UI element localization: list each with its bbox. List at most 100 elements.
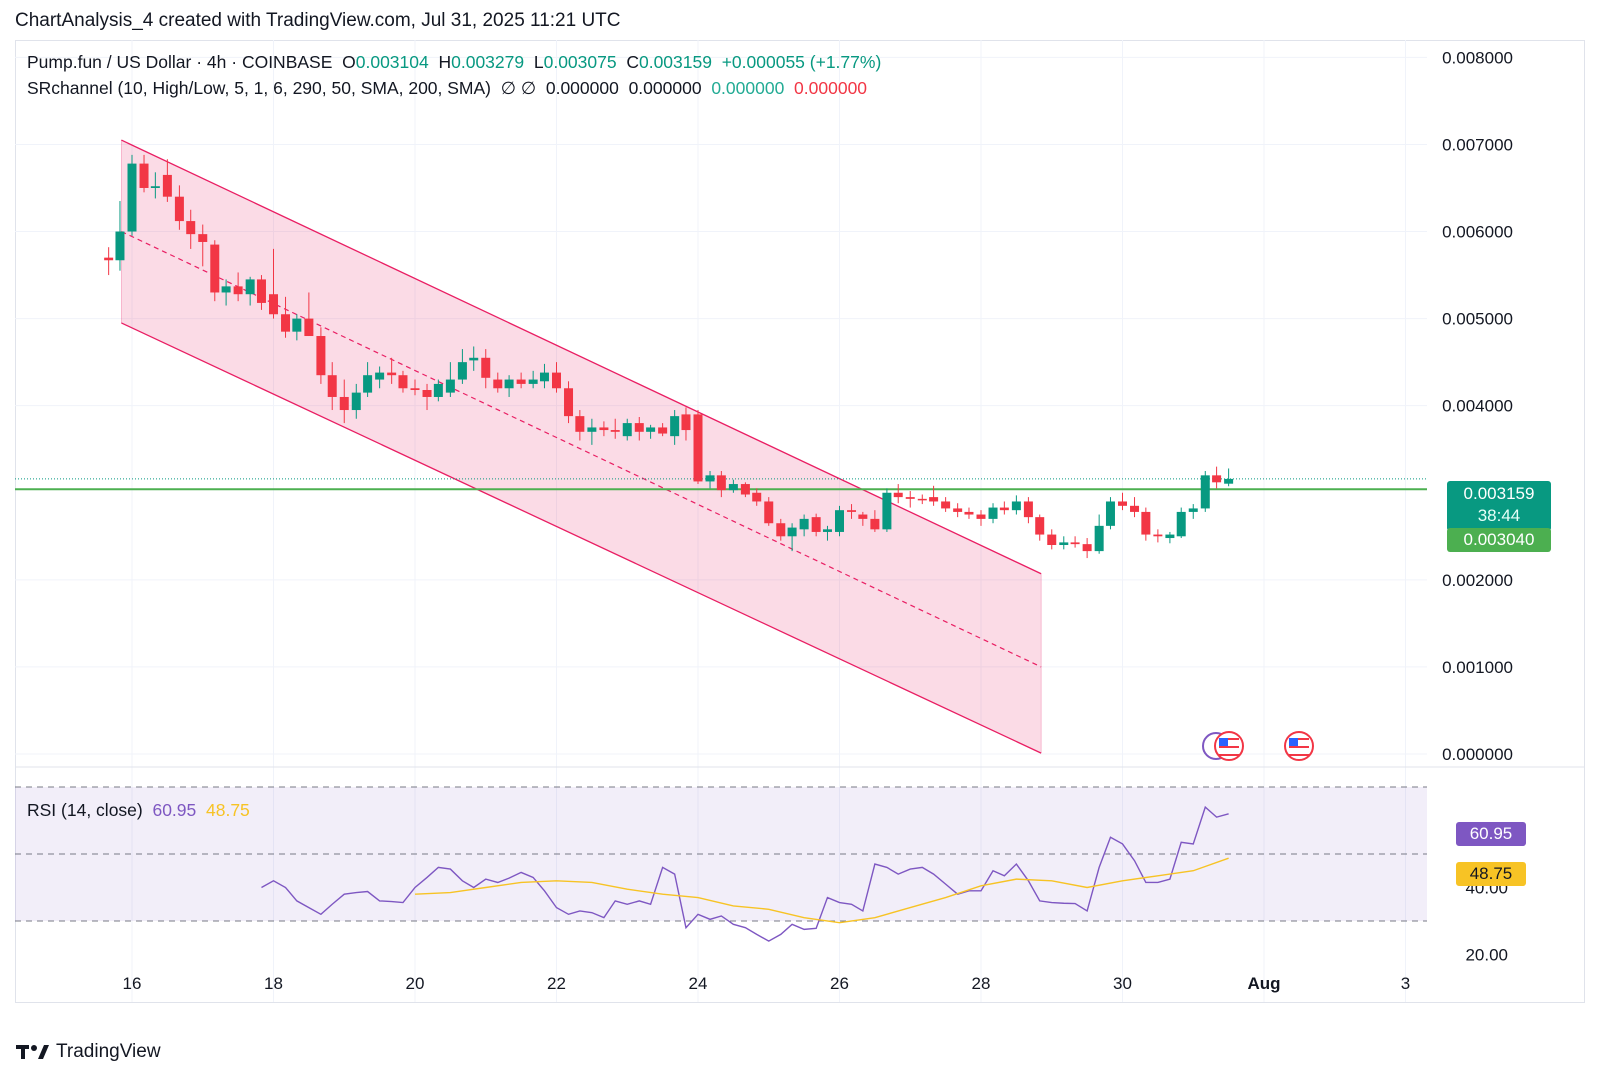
flag-stripe	[1289, 738, 1309, 740]
candle-up	[1105, 501, 1115, 526]
economic-events[interactable]	[1202, 731, 1314, 761]
candle-down	[811, 517, 821, 532]
candle-down	[104, 257, 114, 261]
flag-stripe	[1289, 750, 1309, 752]
open-value: 0.003104	[355, 52, 429, 72]
candle-down	[281, 314, 291, 332]
candle-down	[1035, 517, 1045, 535]
candle-down	[210, 244, 220, 293]
candle-down	[976, 514, 986, 519]
chart-frame: 0.008000 0.007000 0.006000 0.005000 0.004000…	[15, 40, 1585, 1003]
flag-canton	[1289, 738, 1298, 746]
candle-up	[1188, 508, 1198, 512]
symbol-title: Pump.fun / US Dollar · 4h · COINBASE	[27, 52, 333, 72]
candle-up	[1011, 501, 1021, 511]
brand-name: TradingView	[56, 1041, 161, 1062]
candle-down	[575, 416, 585, 432]
candle-down	[1082, 544, 1092, 552]
price-tick-label: 0.006000	[1442, 223, 1513, 242]
rsi-legend-value: 60.95	[152, 800, 197, 820]
price-tick-label: 0.007000	[1442, 135, 1513, 154]
close-label: C	[626, 52, 639, 72]
candle-down	[599, 427, 609, 431]
candle-up	[539, 372, 549, 382]
candle-down	[269, 294, 278, 315]
candle-down	[681, 414, 691, 431]
candle-up	[457, 362, 467, 380]
candle-down	[174, 196, 184, 222]
candle-down	[410, 388, 420, 391]
candle-down	[776, 523, 786, 537]
tradingview-brand[interactable]: TradingView	[16, 1041, 161, 1063]
high-label: H	[438, 52, 452, 72]
candle-up	[822, 529, 832, 532]
candle-up	[504, 379, 514, 389]
time-tick-label: 16	[123, 974, 142, 993]
last-price-badge: 0.003159 38:44	[1447, 481, 1551, 531]
candle-down	[905, 497, 915, 499]
candle-down	[387, 372, 397, 376]
time-tick-label: Aug	[1247, 974, 1280, 993]
low-label: L	[533, 52, 544, 72]
candle-up	[988, 507, 998, 519]
indicator-legend[interactable]: SRchannel (10, High/Low, 5, 1, 6, 290, 5…	[27, 78, 867, 99]
candle-up	[622, 423, 632, 437]
candle-up	[670, 416, 680, 437]
candle-up	[787, 527, 797, 537]
candle-up	[1200, 475, 1210, 509]
candle-down	[516, 379, 526, 384]
flag-stripe	[1219, 742, 1239, 744]
price-tick-label: 0.001000	[1442, 658, 1513, 677]
flag-stripe	[1219, 750, 1239, 752]
candle-down	[256, 279, 266, 303]
candle-down	[870, 518, 880, 530]
flag-stripe	[1219, 746, 1239, 748]
candle-down	[740, 484, 750, 495]
candle-up	[115, 231, 125, 261]
candle-down	[858, 514, 868, 519]
descending-channel	[121, 139, 1042, 754]
candle-up	[292, 318, 302, 332]
flag-stripe	[1289, 742, 1309, 744]
time-tick-label: 24	[689, 974, 708, 993]
candle-up	[127, 163, 137, 232]
flag-stripe	[1219, 738, 1239, 740]
candle-down	[752, 492, 762, 502]
time-tick-label: 3	[1401, 974, 1410, 993]
candle-up	[705, 475, 715, 482]
symbol-legend[interactable]: Pump.fun / US Dollar · 4h · COINBASE O0.…	[27, 52, 881, 73]
time-tick-label: 26	[830, 974, 849, 993]
candle-down	[929, 497, 939, 502]
candle-up	[150, 186, 160, 188]
indicator-symbols: ∅ ∅	[500, 78, 537, 98]
time-tick-label: 22	[547, 974, 566, 993]
rsi-axis[interactable]: 40.0020.00	[1465, 879, 1508, 965]
open-label: O	[342, 52, 356, 72]
rsi-legend[interactable]: RSI (14, close) 60.95 48.75	[27, 800, 250, 821]
candle-up	[469, 357, 479, 361]
candle-down	[941, 501, 951, 509]
candle-up	[646, 427, 656, 432]
flag-stripe	[1219, 754, 1239, 756]
candle-down	[953, 508, 963, 512]
rsi-line	[261, 805, 1229, 942]
rsi-value-badge: 60.95	[1456, 822, 1526, 846]
channel-lower-line	[121, 322, 1042, 754]
time-tick-label: 28	[972, 974, 991, 993]
candle-up	[445, 379, 455, 393]
candle-down	[1130, 505, 1140, 512]
time-axis[interactable]: 16 18 20 22 24 26 28 30 Aug 3	[123, 974, 1411, 993]
candle-down	[1070, 542, 1080, 545]
candle-up	[221, 286, 231, 293]
candle-down	[1118, 501, 1127, 506]
candle-down	[233, 286, 243, 295]
candle-down	[198, 234, 208, 242]
price-axis[interactable]: 0.008000 0.007000 0.006000 0.005000 0.004000…	[1442, 48, 1513, 764]
candle-down	[1153, 534, 1163, 537]
candle-down	[764, 501, 774, 524]
candlestick-series	[104, 154, 1234, 559]
candle-down	[316, 336, 326, 376]
candle-down	[999, 507, 1009, 511]
time-tick-label: 20	[406, 974, 425, 993]
candle-up	[375, 372, 385, 380]
